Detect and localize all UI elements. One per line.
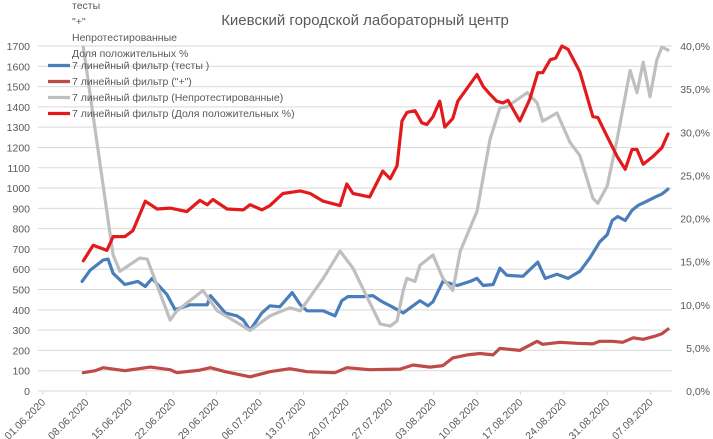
y-right-tick-label: 0,0% — [686, 386, 710, 398]
series-line-1 — [81, 327, 670, 379]
x-tick-label: 29.06.2020 — [176, 397, 222, 439]
x-tick-label: 13.07.2020 — [263, 397, 309, 439]
legend-entry: 7 линейный фильтр ("+") — [72, 76, 192, 88]
x-tick-label: 31.08.2020 — [567, 397, 613, 439]
y-left-tick-label: 1400 — [7, 102, 31, 114]
y-right-tick-label: 35,0% — [680, 84, 710, 96]
y-axis-left: 0 100 200 300 400 500 600 700 800 900 1000 1100 1200… — [7, 41, 31, 398]
x-tick-label: 27.07.2020 — [350, 397, 396, 439]
y-right-tick-label: 15,0% — [680, 257, 710, 269]
y-left-tick-label: 600 — [12, 264, 30, 276]
y-right-tick-label: 40,0% — [680, 41, 710, 53]
y-right-tick-label: 20,0% — [680, 214, 710, 226]
y-left-tick-label: 1100 — [7, 163, 30, 175]
series-lines — [80, 44, 670, 379]
legend-entry: 7 линейный фильтр (Непротестированные) — [72, 92, 283, 104]
y-right-tick-label: 10,0% — [680, 300, 710, 312]
y-left-tick-label: 400 — [12, 305, 30, 317]
x-tick-label: 07.09.2020 — [610, 397, 656, 439]
y-left-tick-label: 1700 — [7, 41, 31, 53]
y-left-tick-label: 300 — [12, 325, 30, 337]
chart-title: Киевский городской лабораторный центр — [221, 12, 509, 29]
y-left-tick-label: 200 — [12, 345, 30, 357]
y-left-tick-label: 700 — [12, 244, 30, 256]
y-left-tick-label: 900 — [12, 203, 30, 215]
y-left-tick-label: 1500 — [7, 82, 31, 94]
x-axis: 01.06.202008.06.202015.06.202022.06.2020… — [2, 391, 656, 439]
y-left-tick-label: 800 — [12, 224, 30, 236]
y-left-tick-label: 1300 — [7, 122, 31, 134]
y-left-tick-label: 1000 — [7, 183, 31, 195]
y-left-tick-label: 500 — [12, 285, 30, 297]
y-right-tick-label: 5,0% — [686, 343, 710, 355]
y-left-tick-label: 1200 — [7, 142, 31, 154]
legend-entry: 7 линейный фильтр (Доля положительных %) — [72, 108, 295, 120]
legend-entry-plain: Непротестированные — [72, 32, 177, 44]
x-tick-label: 03.08.2020 — [393, 397, 439, 439]
x-tick-label: 01.06.2020 — [2, 397, 48, 439]
x-tick-label: 17.08.2020 — [480, 397, 526, 439]
x-tick-label: 15.06.2020 — [89, 397, 135, 439]
gridlines — [38, 45, 672, 392]
legend-entry: 7 линейный фильтр (тесты ) — [72, 60, 209, 72]
legend: тесты "+" Непротестированные Доля положител… — [48, 0, 295, 120]
x-tick-label: 10.08.2020 — [436, 397, 482, 439]
y-left-tick-label: 1600 — [7, 61, 31, 73]
series-line-3 — [81, 44, 670, 263]
series-line-0 — [80, 187, 670, 332]
x-tick-label: 08.06.2020 — [46, 397, 92, 439]
y-axis-right: 0,0% 5,0% 10,0% 15,0% 20,0% 25,0% 30,0% 35,0% 40… — [680, 41, 710, 398]
legend-entry-plain: тесты — [72, 0, 100, 12]
x-tick-label: 20.07.2020 — [306, 397, 352, 439]
x-tick-label: 22.06.2020 — [133, 397, 179, 439]
y-right-tick-label: 25,0% — [680, 170, 710, 182]
x-tick-label: 24.08.2020 — [523, 397, 569, 439]
x-tick-label: 06.07.2020 — [219, 397, 265, 439]
y-left-tick-label: 0 — [24, 386, 30, 398]
series-line-2 — [81, 45, 670, 333]
legend-entry-plain: Доля положительных % — [72, 48, 188, 60]
y-right-tick-label: 30,0% — [680, 127, 710, 139]
legend-entry-plain: "+" — [72, 16, 86, 28]
y-left-tick-label: 100 — [12, 366, 30, 378]
